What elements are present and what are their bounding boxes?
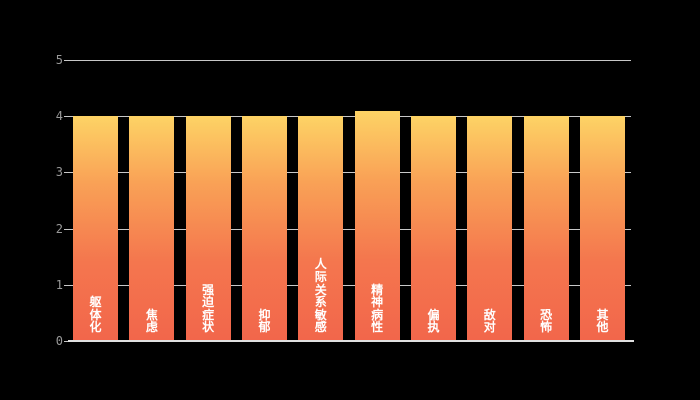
y-axis-tick-label: 4: [55, 109, 63, 124]
bar-1: 躯体化: [73, 116, 118, 341]
y-axis-tick-mark: [64, 60, 71, 61]
gridline: [70, 228, 631, 230]
bar-label: 抑郁: [258, 307, 271, 335]
bar-2: 焦虑: [129, 116, 175, 341]
bar-8: 敌对: [467, 116, 513, 341]
bar-label: 强迫症状: [202, 282, 215, 335]
bar-4: 抑郁: [241, 116, 287, 341]
bar-label: 焦虑: [145, 307, 158, 335]
bar-10: 其他: [579, 116, 625, 341]
bar-label: 人际关系敏感: [314, 257, 327, 335]
gridline: [70, 172, 631, 174]
bar-label: 精神病性: [371, 282, 384, 335]
bar-label: 偏执: [427, 307, 440, 335]
gridline: [70, 116, 631, 118]
y-axis-tick-mark: [64, 284, 71, 286]
bar-3: 强迫症状: [185, 116, 231, 341]
y-axis-tick-mark: [64, 228, 71, 230]
y-axis-tick-label: 2: [55, 221, 63, 236]
x-axis-line: [68, 340, 634, 342]
bar-5: 人际关系敏感: [298, 116, 344, 341]
y-axis-tick-mark: [64, 116, 71, 118]
gridline: [70, 284, 631, 286]
bar-label: 躯体化: [89, 295, 102, 335]
y-axis-tick-mark: [64, 341, 71, 342]
y-axis-tick-label: 0: [55, 334, 63, 348]
y-axis-tick-label: 5: [55, 53, 63, 67]
y-axis-tick-label: 3: [55, 165, 63, 180]
bar-label: 敌对: [483, 307, 496, 335]
bar-6: 精神病性: [354, 110, 400, 341]
y-axis-tick-label: 1: [55, 277, 63, 292]
bar-7: 偏执: [410, 116, 456, 341]
bar-label: 恐怖: [540, 307, 553, 335]
gridline: [70, 60, 631, 61]
bar-9: 恐怖: [523, 116, 569, 341]
y-axis-tick-mark: [64, 172, 71, 174]
bar-label: 其他: [596, 307, 609, 335]
